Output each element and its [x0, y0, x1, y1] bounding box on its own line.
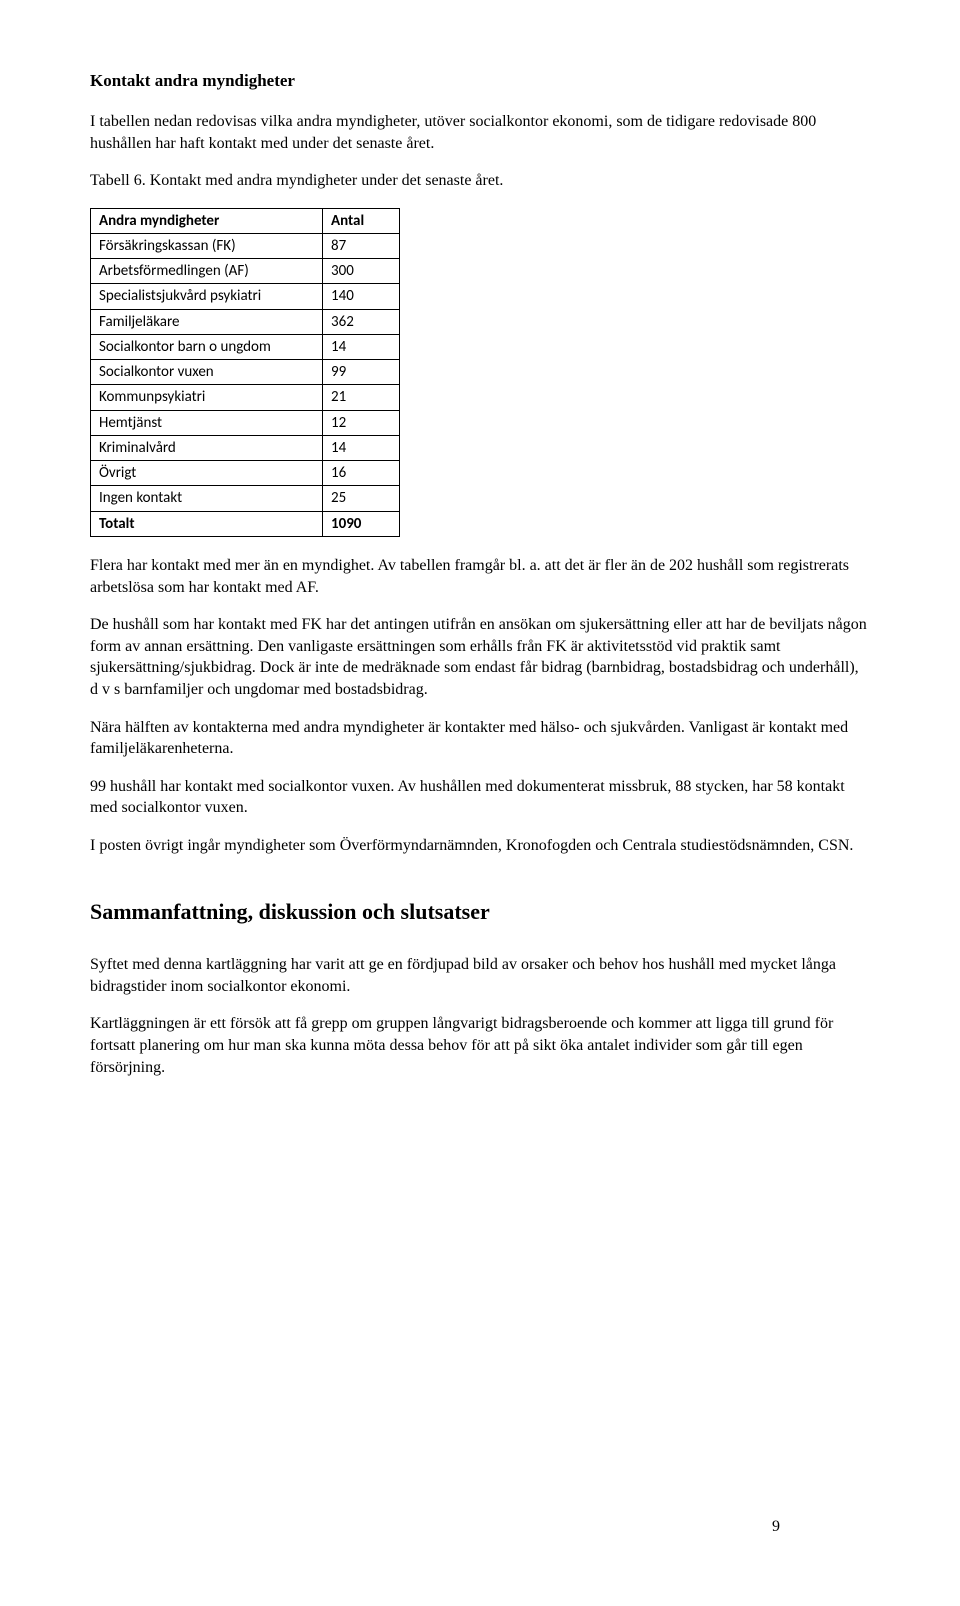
body-paragraph: I posten övrigt ingår myndigheter som Öv…	[90, 835, 870, 857]
table-cell-label: Försäkringskassan (FK)	[91, 233, 323, 258]
table-cell-value: 21	[323, 385, 400, 410]
body-paragraph: 99 hushåll har kontakt med socialkontor …	[90, 776, 870, 819]
table-cell-value: 16	[323, 461, 400, 486]
table-cell-label: Hemtjänst	[91, 410, 323, 435]
intro-paragraph: I tabellen nedan redovisas vilka andra m…	[90, 111, 870, 154]
table-cell-value: 12	[323, 410, 400, 435]
table-row: Kommunpsykiatri21	[91, 385, 400, 410]
table-cell-value: 300	[323, 259, 400, 284]
contact-table: Andra myndigheter Antal Försäkringskassa…	[90, 208, 400, 537]
body-paragraph: De hushåll som har kontakt med FK har de…	[90, 614, 870, 700]
table-cell-label: Socialkontor vuxen	[91, 360, 323, 385]
table-header-label: Andra myndigheter	[91, 208, 323, 233]
table-cell-value: 87	[323, 233, 400, 258]
table-cell-value: 140	[323, 284, 400, 309]
table-cell-value: 99	[323, 360, 400, 385]
table-row: Socialkontor vuxen99	[91, 360, 400, 385]
section-heading: Kontakt andra myndigheter	[90, 70, 870, 93]
table-cell-label: Kommunpsykiatri	[91, 385, 323, 410]
table-cell-value: 14	[323, 334, 400, 359]
table-row: Hemtjänst12	[91, 410, 400, 435]
table-cell-value: 25	[323, 486, 400, 511]
table-row: Arbetsförmedlingen (AF)300	[91, 259, 400, 284]
table-cell-value: 362	[323, 309, 400, 334]
table-row: Familjeläkare362	[91, 309, 400, 334]
table-row: Socialkontor barn o ungdom14	[91, 334, 400, 359]
table-total-row: Totalt1090	[91, 511, 400, 536]
body-paragraph: Syftet med denna kartläggning har varit …	[90, 954, 870, 997]
table-row: Försäkringskassan (FK)87	[91, 233, 400, 258]
page-number: 9	[772, 1516, 780, 1538]
table-caption: Tabell 6. Kontakt med andra myndigheter …	[90, 170, 870, 192]
table-cell-label: Specialistsjukvård psykiatri	[91, 284, 323, 309]
table-cell-value: 14	[323, 435, 400, 460]
body-paragraph: Nära hälften av kontakterna med andra my…	[90, 717, 870, 760]
main-heading: Sammanfattning, diskussion och slutsatse…	[90, 897, 870, 927]
table-total-label: Totalt	[91, 511, 323, 536]
table-row: Övrigt16	[91, 461, 400, 486]
table-header-row: Andra myndigheter Antal	[91, 208, 400, 233]
table-cell-label: Socialkontor barn o ungdom	[91, 334, 323, 359]
table-cell-label: Familjeläkare	[91, 309, 323, 334]
table-cell-label: Ingen kontakt	[91, 486, 323, 511]
table-total-value: 1090	[323, 511, 400, 536]
body-paragraph: Flera har kontakt med mer än en myndighe…	[90, 555, 870, 598]
body-paragraph: Kartläggningen är ett försök att få grep…	[90, 1013, 870, 1078]
table-row: Specialistsjukvård psykiatri140	[91, 284, 400, 309]
table-cell-label: Kriminalvård	[91, 435, 323, 460]
table-header-value: Antal	[323, 208, 400, 233]
table-row: Ingen kontakt25	[91, 486, 400, 511]
table-cell-label: Övrigt	[91, 461, 323, 486]
table-cell-label: Arbetsförmedlingen (AF)	[91, 259, 323, 284]
table-row: Kriminalvård14	[91, 435, 400, 460]
